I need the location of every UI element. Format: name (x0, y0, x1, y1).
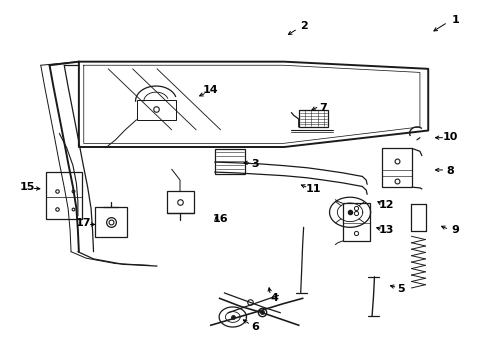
Text: 13: 13 (379, 225, 394, 235)
Text: 9: 9 (451, 225, 459, 235)
Text: 15: 15 (20, 182, 35, 192)
Bar (299, 110, 328, 127)
Bar (215, 149, 245, 174)
Bar (137, 100, 175, 120)
Text: 17: 17 (76, 218, 92, 228)
Text: 2: 2 (300, 21, 308, 31)
Text: 7: 7 (319, 103, 327, 113)
Text: 11: 11 (306, 184, 321, 194)
Text: 3: 3 (251, 159, 259, 169)
Text: 6: 6 (251, 322, 259, 332)
Text: 5: 5 (397, 284, 405, 294)
Text: 16: 16 (213, 215, 228, 224)
Bar (167, 192, 194, 213)
Text: 4: 4 (270, 293, 278, 303)
Text: 1: 1 (451, 15, 459, 26)
Text: 12: 12 (379, 200, 394, 210)
Text: 14: 14 (203, 85, 219, 95)
Text: 8: 8 (446, 166, 454, 176)
Bar (343, 203, 369, 241)
Bar (95, 207, 127, 237)
Text: 10: 10 (442, 132, 458, 142)
Bar (382, 148, 412, 187)
